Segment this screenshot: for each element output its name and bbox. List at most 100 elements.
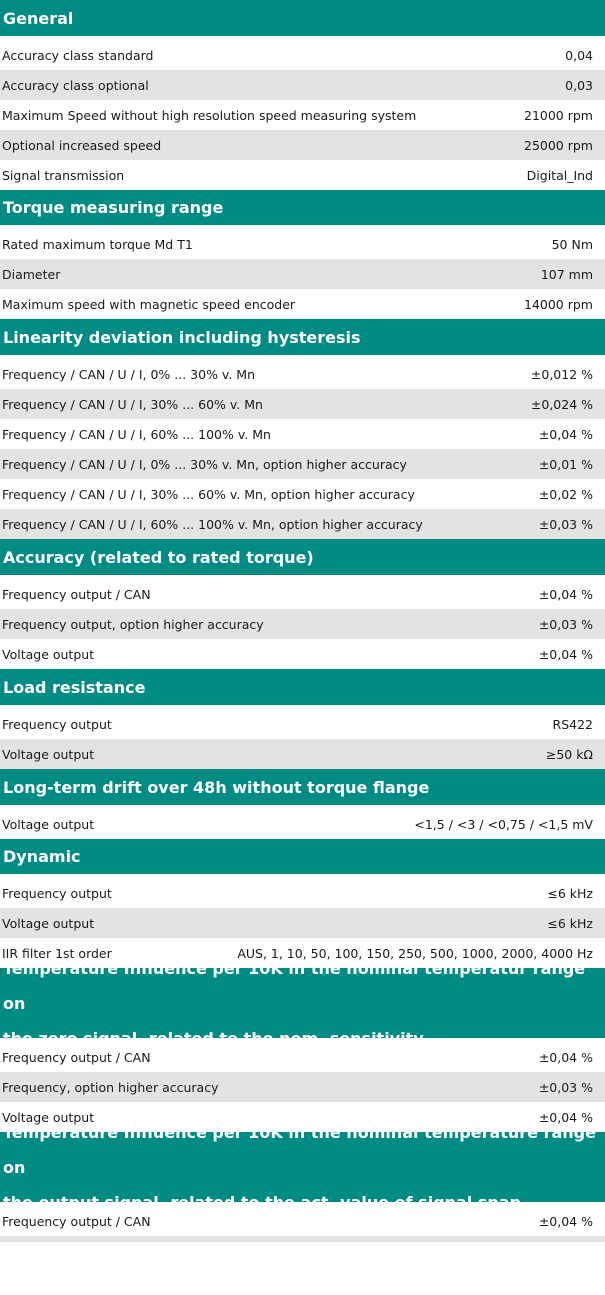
spec-row: Optional increased speed 25000 rpm xyxy=(0,130,605,160)
spec-row: Frequency / CAN / U / I, 30% ... 60% v. … xyxy=(0,479,605,509)
spec-label: Frequency output, option higher accuracy xyxy=(2,616,264,632)
divider xyxy=(0,805,605,809)
spec-value: ±0,01 % xyxy=(538,456,593,472)
spec-value: ±0,03 % xyxy=(538,516,593,532)
section-header-dynamic: Dynamic xyxy=(0,839,605,874)
spec-value: ±0,04 % xyxy=(538,426,593,442)
spec-value: ±0,03 % xyxy=(538,616,593,632)
spec-row: Maximum Speed without high resolution sp… xyxy=(0,100,605,130)
spec-value: ±0,03 % xyxy=(538,1079,593,1095)
spec-value: ≤6 kHz xyxy=(547,885,593,901)
spec-label: Rated maximum torque Md T1 xyxy=(2,236,193,252)
spec-row: Voltage output <1,5 / <3 / <0,75 / <1,5 m… xyxy=(0,809,605,839)
spec-row: Voltage output ±0,04 % xyxy=(0,639,605,669)
spec-label: Frequency, option higher accuracy xyxy=(2,1079,219,1095)
section-title: Long-term drift over 48h without torque … xyxy=(3,777,430,797)
spec-value: 107 mm xyxy=(540,266,593,282)
spec-label: Frequency output / CAN xyxy=(2,1049,151,1065)
section-header-linearity: Linearity deviation including hysteresis xyxy=(0,319,605,355)
spec-value: 50 Nm xyxy=(551,236,593,252)
spec-row: Signal transmission Digital_Ind xyxy=(0,160,605,190)
divider xyxy=(0,355,605,359)
spec-value: ±0,04 % xyxy=(538,1109,593,1125)
spec-value: ±0,024 % xyxy=(530,396,593,412)
divider xyxy=(0,1202,605,1206)
spec-value: 14000 rpm xyxy=(524,296,593,312)
spec-row: Voltage output ≤6 kHz xyxy=(0,908,605,938)
spec-label: Frequency / CAN / U / I, 0% ... 30% v. M… xyxy=(2,456,407,472)
section-title: General xyxy=(3,8,74,28)
divider xyxy=(0,575,605,579)
spec-label: Voltage output xyxy=(2,915,95,931)
divider xyxy=(0,36,605,40)
spec-label: Maximum speed with magnetic speed encode… xyxy=(2,296,296,312)
spec-row: Voltage output ≥50 kΩ xyxy=(0,739,605,769)
section-header-temperature-output-signal: Temperature Influence per 10K in the nom… xyxy=(0,1123,605,1212)
spec-label: Optional increased speed xyxy=(2,137,162,153)
spec-label: Frequency / CAN / U / I, 30% ... 60% v. … xyxy=(2,486,415,502)
spec-value: RS422 xyxy=(552,716,593,732)
spec-label: Frequency / CAN / U / I, 30% ... 60% v. … xyxy=(2,396,263,412)
spec-row: Frequency / CAN / U / I, 30% ... 60% v. … xyxy=(0,389,605,419)
spec-value: 0,04 xyxy=(565,47,593,63)
section-title: Load resistance xyxy=(3,677,146,697)
section-header-accuracy: Accuracy (related to rated torque) xyxy=(0,539,605,575)
spec-row: Accuracy class standard 0,04 xyxy=(0,40,605,70)
spec-row: Frequency output, option higher accuracy… xyxy=(0,609,605,639)
spec-value: Digital_Ind xyxy=(526,167,593,183)
spec-row: Frequency output / CAN ±0,04 % xyxy=(0,1042,605,1072)
section-header-long-term-drift: Long-term drift over 48h without torque … xyxy=(0,769,605,805)
spec-label: Voltage output xyxy=(2,646,95,662)
spec-row: Rated maximum torque Md T1 50 Nm xyxy=(0,229,605,259)
spec-value: <1,5 / <3 / <0,75 / <1,5 mV xyxy=(414,816,593,832)
divider xyxy=(0,705,605,709)
section-title: Linearity deviation including hysteresis xyxy=(3,327,361,347)
spec-label: IIR filter 1st order xyxy=(2,945,112,961)
spec-value: ±0,04 % xyxy=(538,1213,593,1229)
spec-value: 21000 rpm xyxy=(524,107,593,123)
spec-row: Accuracy class optional 0,03 xyxy=(0,70,605,100)
spec-value: ±0,04 % xyxy=(538,646,593,662)
spec-row: Frequency output RS422 xyxy=(0,709,605,739)
spec-value: ±0,04 % xyxy=(538,586,593,602)
spec-row: Diameter 107 mm xyxy=(0,259,605,289)
spec-row: Frequency / CAN / U / I, 0% ... 30% v. M… xyxy=(0,449,605,479)
section-title: Accuracy (related to rated torque) xyxy=(3,547,314,567)
section-header-torque-range: Torque measuring range xyxy=(0,190,605,225)
spec-label: Frequency output xyxy=(2,885,112,901)
spec-sheet: General Accuracy class standard 0,04 Accu… xyxy=(0,0,605,1242)
spec-label: Frequency / CAN / U / I, 0% ... 30% v. M… xyxy=(2,366,255,382)
spec-value: 25000 rpm xyxy=(524,137,593,153)
spec-value: ±0,012 % xyxy=(530,366,593,382)
section-title-line-1: Temperature Influence per 10K in the nom… xyxy=(3,958,586,1013)
spec-row: Maximum speed with magnetic speed encode… xyxy=(0,289,605,319)
spec-value: ±0,02 % xyxy=(538,486,593,502)
spec-row: Frequency output / CAN ±0,04 % xyxy=(0,1206,605,1236)
spec-value: ≥50 kΩ xyxy=(545,746,593,762)
spec-label: Maximum Speed without high resolution sp… xyxy=(2,107,417,123)
divider xyxy=(0,1038,605,1042)
spec-row: Frequency / CAN / U / I, 60% ... 100% v.… xyxy=(0,419,605,449)
spec-row: Frequency output / CAN ±0,04 % xyxy=(0,579,605,609)
spec-label: Diameter xyxy=(2,266,61,282)
spec-label: Accuracy class standard xyxy=(2,47,154,63)
divider xyxy=(0,1236,605,1242)
spec-row: Frequency / CAN / U / I, 60% ... 100% v.… xyxy=(0,509,605,539)
spec-label: Signal transmission xyxy=(2,167,125,183)
section-header-load-resistance: Load resistance xyxy=(0,669,605,705)
spec-label: Frequency output / CAN xyxy=(2,586,151,602)
spec-label: Accuracy class optional xyxy=(2,77,149,93)
section-title-line-2: the zero signal, related to the nom. sen… xyxy=(3,1028,424,1048)
spec-row: Voltage output ±0,04 % xyxy=(0,1102,605,1132)
spec-row: Frequency / CAN / U / I, 0% ... 30% v. M… xyxy=(0,359,605,389)
spec-label: Frequency / CAN / U / I, 60% ... 100% v.… xyxy=(2,516,423,532)
section-title: Dynamic xyxy=(3,847,81,866)
section-title: Torque measuring range xyxy=(3,198,224,217)
spec-row: Frequency, option higher accuracy ±0,03 % xyxy=(0,1072,605,1102)
spec-value: 0,03 xyxy=(565,77,593,93)
divider xyxy=(0,874,605,878)
spec-label: Frequency output xyxy=(2,716,112,732)
section-header-general: General xyxy=(0,0,605,36)
section-title-line-2: the output signal, related to the act. v… xyxy=(3,1192,522,1212)
spec-label: Voltage output xyxy=(2,1109,95,1125)
